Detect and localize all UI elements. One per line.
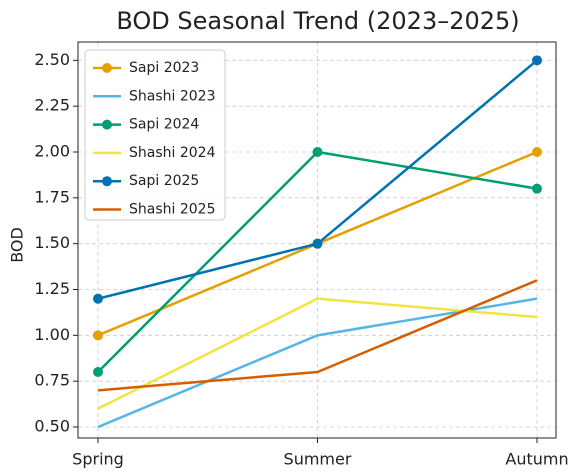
legend-label: Shashi 2024 xyxy=(129,145,216,161)
marker xyxy=(93,367,103,377)
marker xyxy=(532,183,542,194)
legend-label: Shashi 2025 xyxy=(129,202,215,218)
series-line xyxy=(97,279,538,392)
legend-box xyxy=(84,49,226,221)
y-tick-label: 2.25 xyxy=(34,96,70,115)
x-tick-label: Summer xyxy=(284,450,352,469)
chart-title: BOD Seasonal Trend (2023–2025) xyxy=(116,7,519,35)
legend-label: Sapi 2023 xyxy=(129,60,199,76)
y-tick-label: 0.75 xyxy=(34,371,70,390)
legend-label: Shashi 2023 xyxy=(129,88,215,104)
marker xyxy=(532,147,542,157)
x-tick-label: Autumn xyxy=(505,450,568,469)
y-tick-label: 1.75 xyxy=(34,187,70,206)
x-tick-label: Spring xyxy=(72,450,124,469)
legend-label: Sapi 2024 xyxy=(129,117,199,133)
y-tick-label: 1.00 xyxy=(34,325,70,344)
plot-frame xyxy=(77,41,557,439)
y-axis-label: BOD xyxy=(8,227,27,263)
legend-marker xyxy=(102,63,112,73)
y-tick-label: 0.50 xyxy=(34,417,70,436)
legend-marker xyxy=(102,119,112,130)
y-tick-label: 2.50 xyxy=(34,50,70,69)
legend-marker xyxy=(102,176,112,187)
y-tick-label: 1.25 xyxy=(34,279,70,298)
marker xyxy=(93,293,103,304)
marker xyxy=(312,238,323,249)
y-tick-label: 1.50 xyxy=(34,233,70,252)
legend-label: Sapi 2025 xyxy=(129,173,199,189)
marker xyxy=(93,330,103,341)
y-tick-label: 2.00 xyxy=(34,142,70,161)
marker xyxy=(532,55,542,66)
marker xyxy=(312,147,323,157)
